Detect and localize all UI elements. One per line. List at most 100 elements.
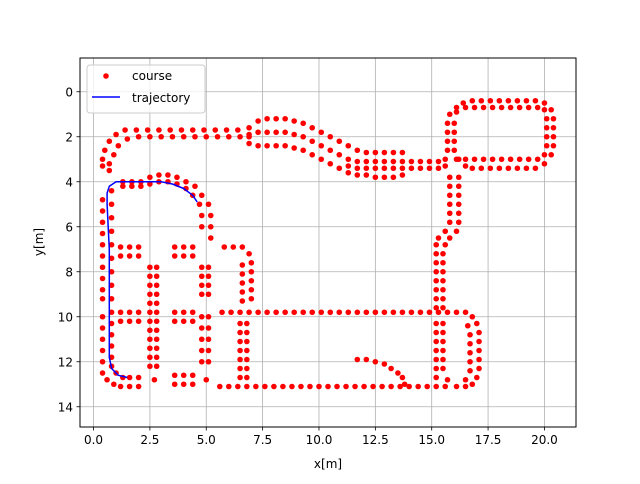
course-point (282, 309, 288, 316)
course-point (273, 309, 279, 316)
course-point (246, 124, 252, 131)
course-point (126, 318, 133, 325)
course-point (417, 309, 424, 316)
course-point (237, 338, 243, 345)
course-point (433, 295, 440, 302)
course-point (390, 174, 397, 181)
course-point (153, 282, 160, 289)
course-point (523, 165, 530, 172)
course-point (198, 291, 205, 298)
course-point (426, 309, 433, 316)
course-point (291, 131, 297, 138)
course-point (476, 329, 482, 336)
course-point (99, 286, 106, 293)
course-point (469, 381, 476, 388)
course-point (198, 325, 205, 331)
course-point (325, 383, 331, 390)
course-point (153, 336, 160, 343)
course-point (108, 201, 115, 208)
course-point (543, 142, 550, 149)
course-point (316, 383, 322, 390)
course-point (453, 309, 460, 316)
course-point (205, 264, 212, 271)
legend-trajectory-label: trajectory (132, 91, 190, 105)
course-point (318, 309, 325, 316)
course-point (381, 165, 388, 172)
course-point (135, 309, 142, 316)
course-point (189, 244, 196, 250)
course-point (336, 151, 343, 158)
course-point (442, 241, 449, 248)
course-point (354, 147, 361, 154)
course-point (372, 158, 379, 165)
course-point (543, 124, 550, 131)
course-point (354, 172, 361, 178)
course-point (282, 129, 288, 136)
course-point (446, 174, 453, 181)
course-point (99, 275, 106, 282)
x-axis-label: x[m] (314, 457, 342, 471)
course-point (108, 309, 115, 316)
course-point (239, 280, 246, 286)
course-point (237, 365, 243, 372)
x-tick-label: 15.0 (418, 433, 445, 447)
course-point (372, 358, 379, 365)
course-point (239, 262, 246, 268)
course-point (390, 309, 397, 316)
course-point (203, 376, 210, 383)
course-point (498, 104, 505, 111)
course-point (397, 383, 403, 390)
course-point (178, 127, 185, 133)
course-point (476, 347, 482, 354)
y-tick-label: 14 (58, 400, 73, 414)
course-point (550, 124, 557, 131)
course-point (99, 358, 106, 365)
course-point (433, 320, 440, 327)
course-point (361, 383, 367, 390)
course-point (147, 264, 153, 271)
course-point (246, 250, 252, 257)
course-point (318, 142, 325, 149)
course-point (108, 255, 115, 262)
course-point (550, 133, 557, 140)
course-point (255, 309, 261, 316)
y-tick-label: 10 (58, 310, 73, 324)
course-point (453, 109, 460, 115)
course-point (505, 97, 512, 104)
course-point (496, 165, 503, 172)
course-point (415, 383, 421, 390)
course-point (117, 383, 124, 390)
course-point (343, 383, 349, 390)
course-point (309, 309, 316, 316)
course-point (455, 183, 462, 190)
course-point (345, 309, 352, 316)
course-point (433, 383, 440, 390)
y-tick-label: 4 (65, 175, 73, 189)
course-point (203, 133, 210, 140)
course-point (102, 147, 108, 154)
course-point (147, 174, 153, 181)
course-point (198, 282, 205, 289)
course-point (309, 124, 316, 131)
course-point (464, 322, 471, 329)
course-point (467, 349, 473, 356)
course-point (462, 163, 469, 169)
course-point (489, 104, 496, 111)
course-point (124, 136, 131, 142)
course-point (390, 165, 397, 172)
legend: course trajectory (86, 64, 206, 114)
course-point (183, 178, 189, 185)
course-point (271, 383, 277, 390)
course-point (180, 244, 187, 250)
course-point (433, 259, 440, 266)
course-point (424, 383, 431, 390)
course-point (117, 253, 124, 259)
course-point (273, 129, 279, 136)
course-point (525, 104, 532, 111)
course-point (108, 343, 115, 349)
course-point (147, 282, 153, 289)
course-point (99, 196, 106, 203)
course-point (244, 365, 250, 372)
course-point (133, 127, 140, 133)
